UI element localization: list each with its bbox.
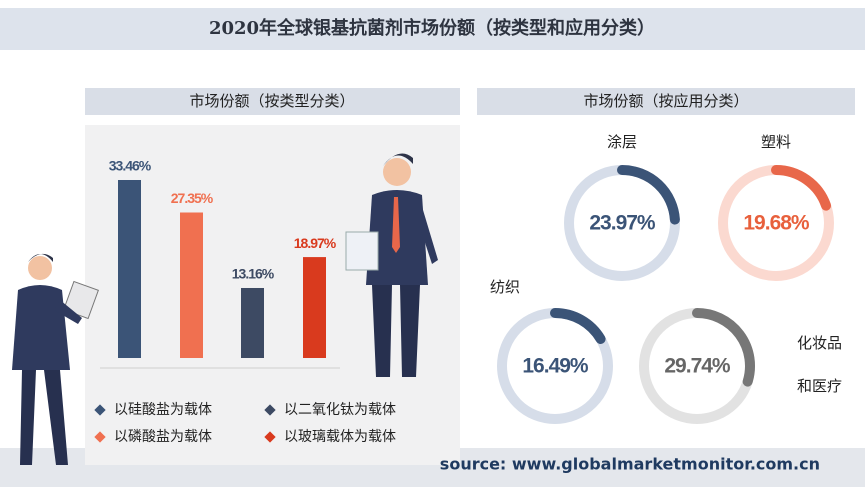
value-label: 23.97% [589, 212, 656, 235]
legend-label: 以玻璃载体为载体 [284, 428, 396, 445]
chart-title: 市场份额（按应用分类） [583, 92, 748, 110]
header-left [85, 88, 460, 115]
bar [118, 180, 141, 358]
donut-label: 涂层 [607, 133, 637, 151]
value-label: 27.35% [171, 190, 214, 206]
donut-arc [550, 308, 606, 344]
bar [303, 257, 326, 358]
value-label: 16.49% [522, 355, 589, 378]
bar [180, 212, 203, 358]
bar [241, 287, 264, 358]
donut-arc [617, 165, 680, 225]
value-label: 13.16% [232, 266, 275, 282]
legend-marker [264, 431, 276, 443]
donut-label: 塑料 [761, 133, 791, 151]
value-label: 33.46% [109, 158, 152, 174]
legend-label: 以二氧化钛为载体 [284, 402, 396, 418]
donut-arc [692, 308, 755, 387]
donut-label: 纺织 [490, 278, 520, 296]
header-right [477, 88, 855, 115]
person-illustration [12, 253, 99, 465]
source: source: www.globalmarketmonitor.com.cn [440, 455, 820, 474]
legend-label: 以磷酸盐为载体 [114, 429, 212, 445]
value-label: 29.74% [664, 355, 731, 378]
legend-marker [264, 404, 276, 416]
chart-title: 市场份额（按类型分类） [189, 92, 354, 110]
donut-arc [771, 165, 832, 211]
value-label: 18.97% [294, 235, 337, 251]
donut-label: 化妆品和医疗 [797, 334, 843, 395]
title-band [0, 8, 865, 50]
page-title: 2020年全球银基抗菌剂市场份额（按类型和应用分类） [209, 17, 655, 39]
person-illustration [345, 153, 438, 377]
value-label: 19.68% [743, 212, 810, 235]
legend-label: 以硅酸盐为载体 [114, 402, 212, 418]
